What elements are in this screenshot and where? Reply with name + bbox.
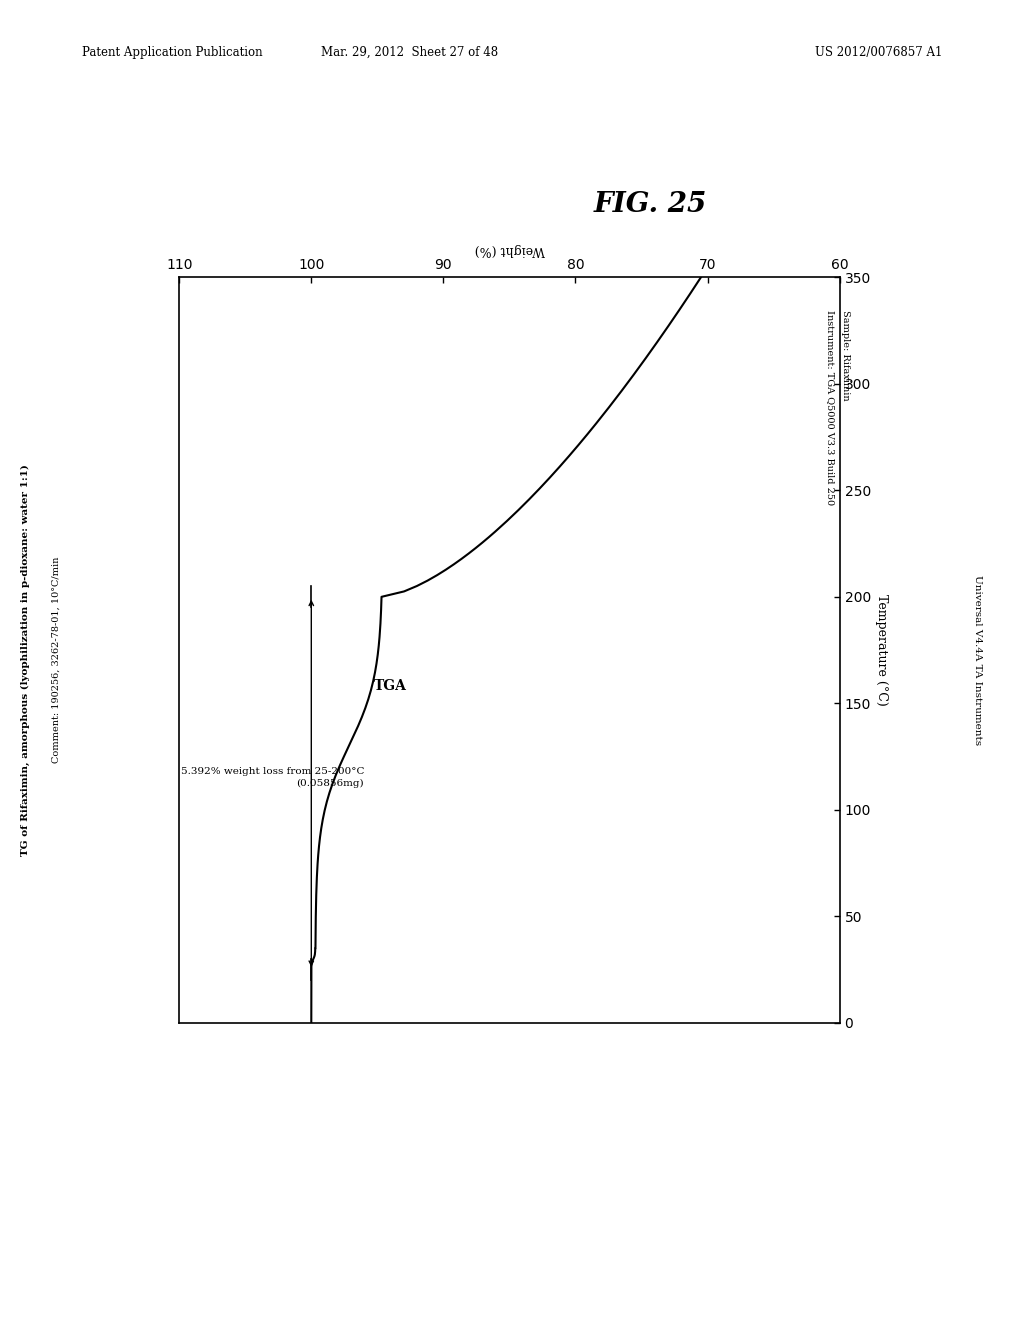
Y-axis label: Temperature (°C): Temperature (°C) — [874, 594, 888, 706]
Text: TGA: TGA — [374, 680, 407, 693]
Text: Comment: 190256, 3262-78-01, 10°C/min: Comment: 190256, 3262-78-01, 10°C/min — [52, 557, 60, 763]
Text: 5.392% weight loss from 25-200°C
(0.05856mg): 5.392% weight loss from 25-200°C (0.0585… — [180, 767, 365, 788]
Text: TG of Rifaximin, amorphous (lyophilization in p-dioxane: water 1:1): TG of Rifaximin, amorphous (lyophilizati… — [22, 465, 30, 855]
Text: Patent Application Publication: Patent Application Publication — [82, 46, 262, 59]
Text: FIG. 25: FIG. 25 — [594, 191, 707, 218]
Text: Instrument: TGA Q5000 V3.3 Build 250: Instrument: TGA Q5000 V3.3 Build 250 — [825, 310, 835, 506]
Text: Sample: Rifaximin: Sample: Rifaximin — [841, 310, 850, 401]
Text: Mar. 29, 2012  Sheet 27 of 48: Mar. 29, 2012 Sheet 27 of 48 — [322, 46, 498, 59]
Text: US 2012/0076857 A1: US 2012/0076857 A1 — [815, 46, 942, 59]
X-axis label: Weight (%): Weight (%) — [474, 243, 545, 256]
Text: Universal V4.4A TA Instruments: Universal V4.4A TA Instruments — [974, 576, 982, 744]
